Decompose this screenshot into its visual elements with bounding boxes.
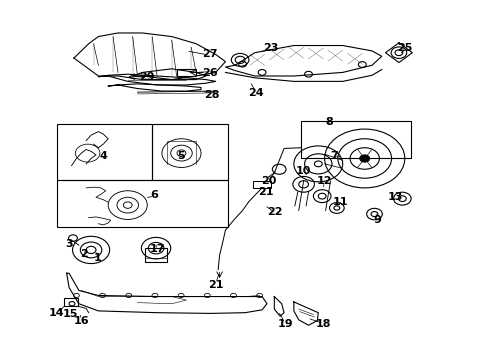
Text: 23: 23 bbox=[263, 43, 279, 53]
Text: 21: 21 bbox=[258, 187, 274, 197]
Text: 2: 2 bbox=[80, 249, 88, 259]
Bar bbox=[253, 181, 271, 188]
Text: 3: 3 bbox=[65, 239, 73, 249]
Text: 10: 10 bbox=[296, 166, 311, 176]
Text: 7: 7 bbox=[330, 150, 338, 161]
Text: 16: 16 bbox=[74, 316, 89, 326]
Text: 5: 5 bbox=[178, 150, 185, 161]
Text: 17: 17 bbox=[149, 244, 165, 254]
Text: 13: 13 bbox=[388, 192, 403, 202]
Text: 26: 26 bbox=[202, 68, 218, 78]
Text: 15: 15 bbox=[62, 310, 78, 319]
Bar bbox=[146, 248, 167, 262]
Text: 29: 29 bbox=[140, 72, 155, 82]
Bar bbox=[176, 69, 196, 76]
Bar bbox=[301, 121, 411, 158]
Text: 25: 25 bbox=[397, 43, 413, 53]
Text: 27: 27 bbox=[202, 49, 218, 59]
Bar bbox=[57, 180, 228, 226]
Text: 8: 8 bbox=[325, 117, 333, 127]
Bar bbox=[152, 125, 228, 180]
Text: 20: 20 bbox=[261, 176, 276, 186]
Text: 24: 24 bbox=[248, 88, 264, 98]
Text: 6: 6 bbox=[150, 190, 159, 200]
Text: 9: 9 bbox=[373, 215, 381, 225]
Circle shape bbox=[360, 155, 369, 162]
Bar bbox=[64, 298, 78, 306]
Text: 22: 22 bbox=[268, 207, 283, 217]
Text: 1: 1 bbox=[94, 253, 101, 263]
Text: 19: 19 bbox=[277, 319, 293, 329]
Bar bbox=[57, 125, 152, 180]
Text: 28: 28 bbox=[204, 90, 220, 100]
Text: 12: 12 bbox=[317, 176, 332, 186]
Text: 11: 11 bbox=[333, 197, 348, 207]
Text: 18: 18 bbox=[316, 319, 331, 329]
Text: 21: 21 bbox=[208, 280, 223, 290]
Text: 4: 4 bbox=[99, 150, 107, 161]
Text: 14: 14 bbox=[49, 309, 65, 318]
